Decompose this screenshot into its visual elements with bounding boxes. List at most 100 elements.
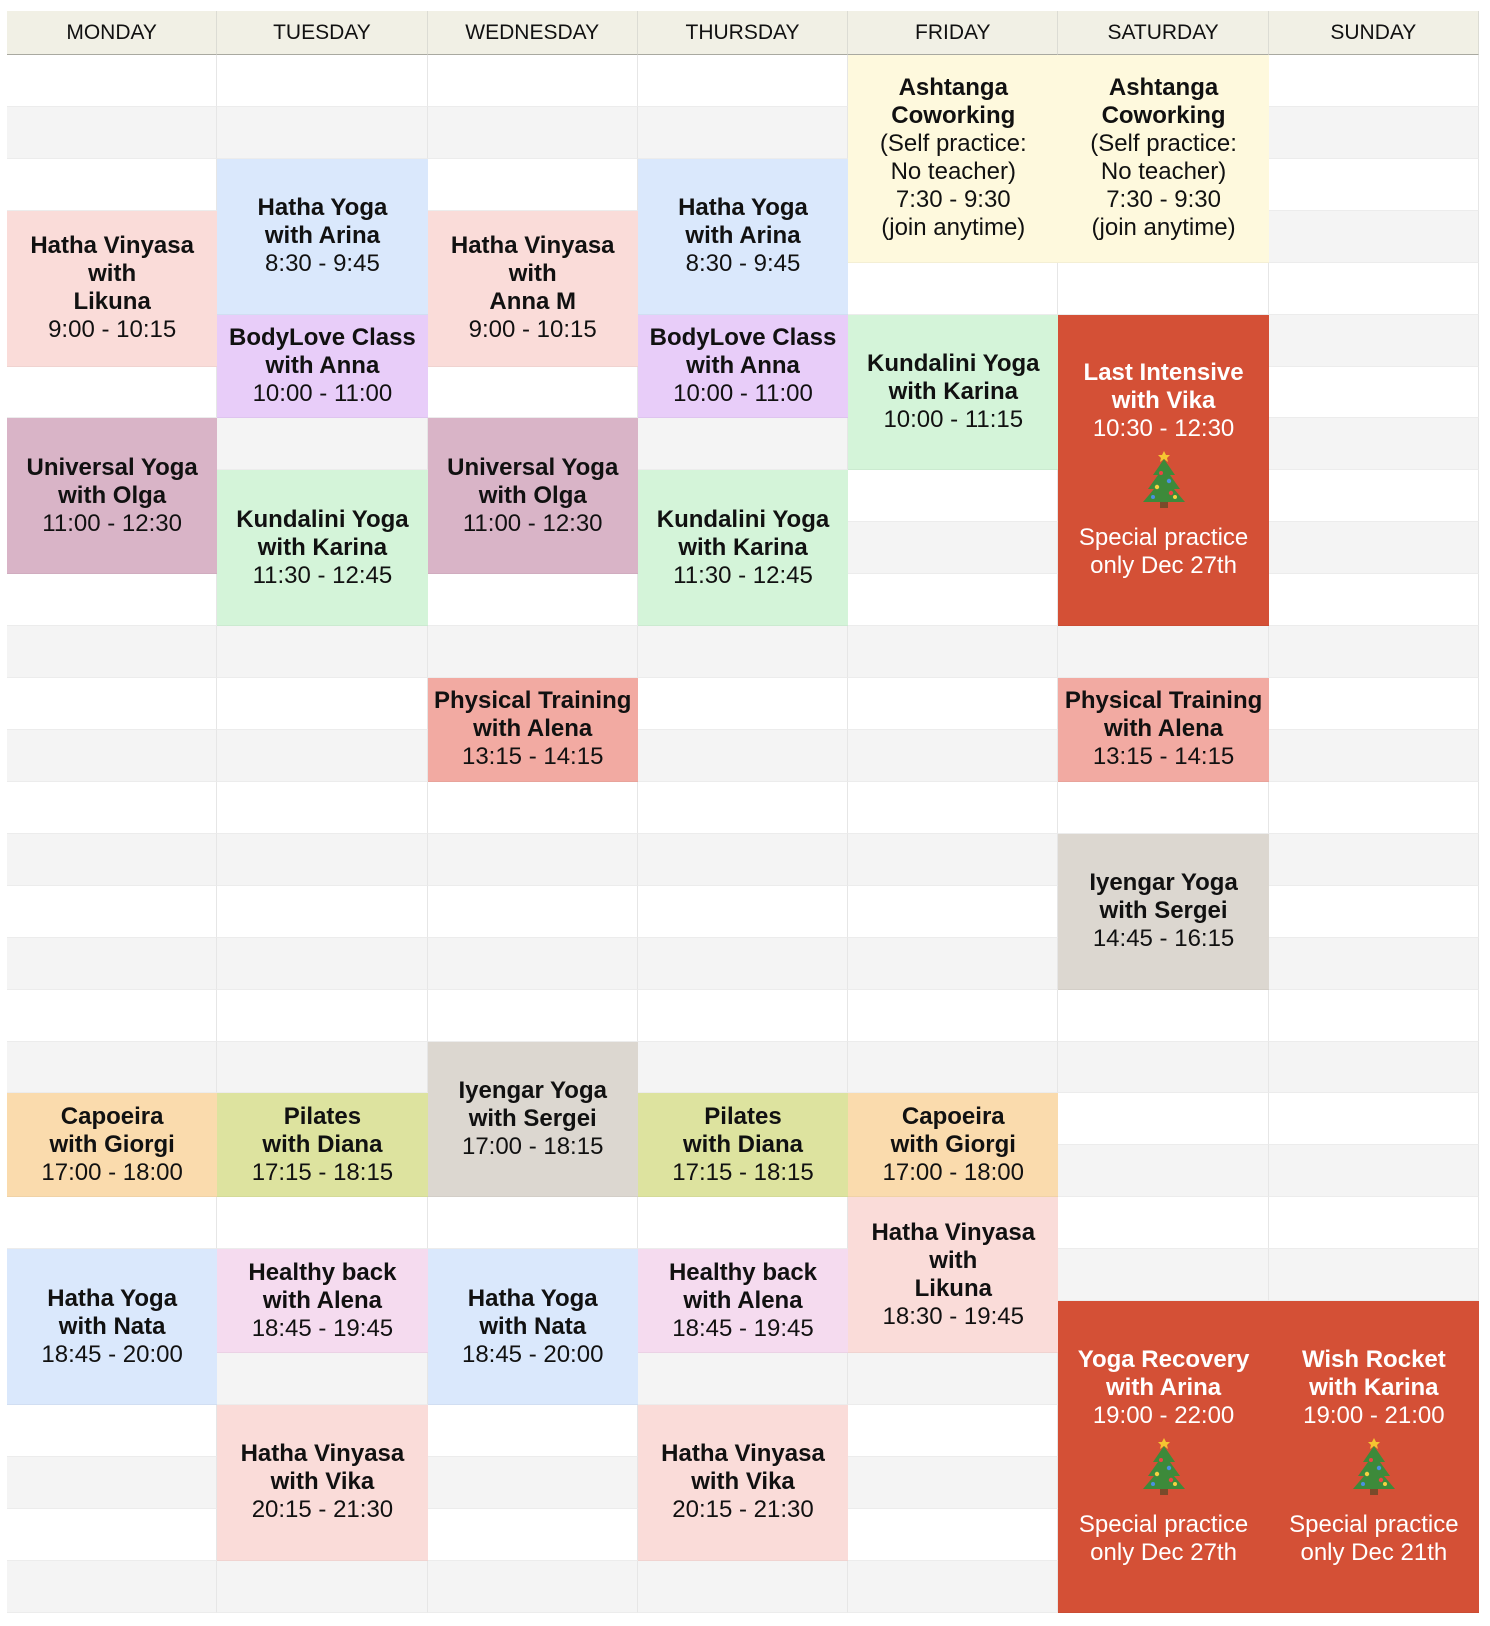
class-event[interactable]: BodyLove Class with Anna 10:00 - 11:00 xyxy=(637,314,849,419)
class-event[interactable]: Hatha Yoga with Arina 8:30 - 9:45 xyxy=(637,158,849,315)
class-time: (join anytime) xyxy=(881,214,1026,242)
empty-slot xyxy=(217,989,428,1042)
empty-slot xyxy=(1268,574,1479,627)
empty-slot xyxy=(217,626,428,679)
empty-slot xyxy=(217,1353,428,1405)
class-event[interactable]: Iyengar Yoga with Sergei 14:45 - 16:15 xyxy=(1058,833,1269,990)
empty-slot xyxy=(7,989,218,1042)
empty-slot xyxy=(427,1197,638,1250)
empty-slot xyxy=(848,885,1059,938)
class-time: 19:00 - 21:00 xyxy=(1303,1401,1445,1429)
class-event[interactable]: Hatha Yoga with Nata 18:45 - 20:00 xyxy=(427,1249,638,1405)
class-event[interactable]: Physical Training with Alena 13:15 - 14:15 xyxy=(427,678,638,782)
class-event[interactable]: Physical Training with Alena 13:15 - 14:15 xyxy=(1058,678,1269,782)
class-title-line: Hatha Vinyasa xyxy=(661,1440,825,1468)
class-event[interactable]: Ashtanga Coworking (Self practice: No teach… xyxy=(848,55,1059,263)
class-title-line: Likuna xyxy=(73,288,151,316)
class-time: 20:15 - 21:30 xyxy=(672,1496,814,1524)
class-event[interactable]: Iyengar Yoga with Sergei 17:00 - 18:15 xyxy=(427,1041,638,1198)
empty-slot xyxy=(1268,418,1479,471)
class-info: 7:30 - 9:30 xyxy=(895,186,1011,214)
class-info: (Self practice: xyxy=(879,130,1027,158)
empty-slot xyxy=(848,1560,1059,1613)
class-event[interactable]: Ashtanga Coworking (Self practice: No teach… xyxy=(1058,55,1269,263)
class-event[interactable]: Hatha Vinyasa with Likuna 18:30 - 19:45 xyxy=(848,1197,1059,1354)
empty-slot xyxy=(7,1456,218,1509)
class-event[interactable]: Kundalini Yoga with Karina 10:00 - 11:15 xyxy=(848,314,1059,471)
class-title-line: with Giorgi xyxy=(890,1130,1016,1158)
empty-slot xyxy=(217,55,428,107)
class-event[interactable]: Last Intensive with Vika 10:30 - 12:30 Spec… xyxy=(1058,314,1269,627)
class-title-line: Hatha Vinyasa xyxy=(450,232,615,260)
class-event[interactable]: Hatha Vinyasa with Vika 20:15 - 21:30 xyxy=(637,1404,849,1561)
empty-slot xyxy=(1268,366,1479,419)
empty-slot xyxy=(427,106,638,159)
empty-slot xyxy=(1058,626,1269,679)
class-title-line: Hatha Yoga xyxy=(47,1284,178,1312)
empty-slot xyxy=(1268,781,1479,834)
class-title-line: with Olga xyxy=(478,481,587,509)
class-event[interactable]: Healthy back with Alena 18:45 - 19:45 xyxy=(637,1249,849,1354)
class-title-line: Universal Yoga xyxy=(26,453,198,481)
class-info: No teacher) xyxy=(890,158,1016,186)
class-time: 11:00 - 12:30 xyxy=(42,509,182,537)
class-event[interactable]: Universal Yoga with Olga 11:00 - 12:30 xyxy=(7,418,218,575)
class-event[interactable]: Kundalini Yoga with Karina 11:30 - 12:45 xyxy=(637,470,849,627)
class-title-line: with Sergei xyxy=(1099,897,1228,925)
empty-slot xyxy=(848,937,1059,990)
empty-slot xyxy=(7,729,218,782)
empty-slot xyxy=(427,55,638,107)
empty-slot xyxy=(7,1508,218,1561)
class-event[interactable]: BodyLove Class with Anna 10:00 - 11:00 xyxy=(217,314,428,419)
class-title-line: with Vika xyxy=(270,1468,375,1496)
empty-slot xyxy=(1058,1041,1269,1094)
class-title-line: with Alena xyxy=(473,715,593,743)
class-title-line: Physical Training xyxy=(434,687,632,715)
class-event[interactable]: Capoeira with Giorgi 17:00 - 18:00 xyxy=(7,1093,218,1198)
class-title-line: Kundalini Yoga xyxy=(236,505,409,533)
class-title-line: with Alena xyxy=(262,1286,382,1314)
class-title-line: with Karina xyxy=(257,533,388,561)
class-title-line: Iyengar Yoga xyxy=(1089,869,1238,897)
empty-slot xyxy=(1058,1197,1269,1250)
class-title-line: with Giorgi xyxy=(49,1130,175,1158)
class-time: 19:00 - 22:00 xyxy=(1092,1401,1235,1429)
class-title-line: with Anna xyxy=(265,352,380,380)
class-event[interactable]: Hatha Vinyasa with Vika 20:15 - 21:30 xyxy=(217,1404,428,1561)
class-event[interactable]: Hatha Yoga with Arina 8:30 - 9:45 xyxy=(217,158,428,315)
class-title-line: Hatha Vinyasa xyxy=(240,1440,405,1468)
empty-slot xyxy=(848,833,1059,886)
empty-slot xyxy=(1268,314,1479,367)
class-title-line: Capoeira xyxy=(901,1102,1005,1130)
class-event[interactable]: Hatha Yoga with Nata 18:45 - 20:00 xyxy=(7,1249,218,1405)
class-event[interactable]: Yoga Recovery with Arina 19:00 - 22:00 Spec… xyxy=(1058,1301,1269,1613)
class-event[interactable]: Wish Rocket with Karina 19:00 - 21:00 Speci… xyxy=(1268,1301,1479,1613)
empty-slot xyxy=(7,1041,218,1094)
empty-slot xyxy=(217,1041,428,1094)
empty-slot xyxy=(1058,1249,1269,1302)
empty-slot xyxy=(848,1041,1059,1094)
class-event[interactable]: Hatha Vinyasa with Anna M 9:00 - 10:15 xyxy=(427,210,638,367)
empty-slot xyxy=(7,885,218,938)
class-time: 10:00 - 11:00 xyxy=(252,380,393,408)
class-title-line: Anna M xyxy=(489,288,577,316)
class-event[interactable]: Pilates with Diana 17:15 - 18:15 xyxy=(637,1093,849,1198)
class-title-line: with Karina xyxy=(678,533,808,561)
day-header-monday: MONDAY xyxy=(7,11,218,55)
empty-slot xyxy=(7,937,218,990)
class-title-line: with Diana xyxy=(682,1130,803,1158)
empty-slot xyxy=(637,885,849,938)
class-event[interactable]: Capoeira with Giorgi 17:00 - 18:00 xyxy=(848,1093,1059,1198)
day-header-saturday: SATURDAY xyxy=(1058,11,1269,55)
class-title-line: Hatha Yoga xyxy=(678,194,808,222)
class-time: 14:45 - 16:15 xyxy=(1092,925,1235,953)
class-event[interactable]: Pilates with Diana 17:15 - 18:15 xyxy=(217,1093,428,1198)
class-event[interactable]: Universal Yoga with Olga 11:00 - 12:30 xyxy=(427,418,638,575)
class-event[interactable]: Healthy back with Alena 18:45 - 19:45 xyxy=(217,1249,428,1354)
class-event[interactable]: Hatha Vinyasa with Likuna 9:00 - 10:15 xyxy=(7,210,218,367)
empty-slot xyxy=(427,158,638,211)
class-event[interactable]: Kundalini Yoga with Karina 11:30 - 12:45 xyxy=(217,470,428,627)
empty-slot xyxy=(427,1456,638,1509)
class-time: 18:45 - 20:00 xyxy=(461,1340,604,1368)
empty-slot xyxy=(1268,989,1479,1042)
